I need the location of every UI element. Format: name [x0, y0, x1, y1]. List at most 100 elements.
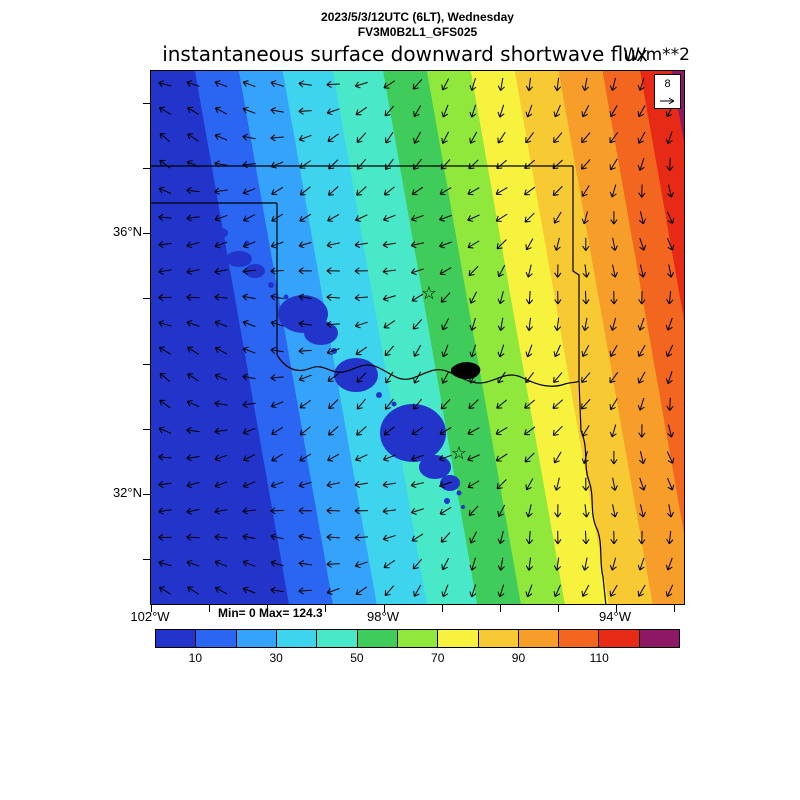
- wind-vector: [186, 507, 200, 515]
- wind-vector: [327, 373, 339, 382]
- colorbar-cell: [357, 630, 398, 647]
- wind-vector: [412, 158, 422, 170]
- wind-vector: [270, 134, 284, 142]
- wind-vector: [666, 238, 675, 251]
- wind-vector: [354, 507, 368, 515]
- wind-vector: [553, 132, 563, 144]
- wind-vector: [581, 185, 590, 197]
- colorbar-tick-label: 90: [511, 651, 526, 665]
- wind-vector: [382, 214, 396, 222]
- wind-vector: [159, 159, 171, 169]
- wind-vector: [242, 373, 256, 381]
- cloud-speckle: [210, 218, 216, 224]
- wind-vector: [554, 504, 562, 518]
- wind-vector: [355, 214, 368, 222]
- wind-vector: [467, 427, 480, 436]
- reference-vector-value: 8: [664, 78, 671, 90]
- wind-vector: [609, 344, 618, 357]
- station-star-icon: ☆: [421, 283, 437, 303]
- wind-vector: [441, 78, 450, 91]
- wind-vector: [638, 264, 646, 278]
- wind-vector: [525, 557, 533, 571]
- wind-vector: [270, 107, 284, 115]
- cloud-speckle: [268, 282, 274, 288]
- wind-vector: [214, 559, 228, 567]
- wind-vector: [214, 241, 228, 249]
- wind-vector: [354, 561, 368, 569]
- wind-vector: [326, 348, 340, 355]
- wind-vector: [413, 105, 422, 118]
- wind-vector: [186, 293, 200, 302]
- wind-vector: [242, 559, 256, 567]
- wind-vector: [638, 450, 646, 465]
- colorbar-cell: [276, 630, 318, 647]
- wind-vector: [299, 213, 312, 222]
- wind-vector: [214, 346, 228, 355]
- wind-vector: [187, 133, 199, 142]
- wind-vector: [582, 530, 590, 545]
- wind-vector: [637, 317, 645, 331]
- wind-vector: [581, 557, 589, 571]
- wind-vector: [552, 159, 563, 170]
- colorbar-cell: [397, 630, 439, 647]
- wind-vector: [159, 399, 171, 409]
- wind-vector: [439, 506, 452, 515]
- wind-vector: [553, 104, 561, 118]
- wind-vector: [441, 584, 449, 598]
- wind-vector: [638, 211, 646, 225]
- lat-tick: [143, 494, 150, 495]
- lat-tick: [143, 429, 150, 430]
- wind-vector: [523, 186, 536, 196]
- colorbar-tick-label: 50: [350, 651, 364, 665]
- wind-vector: [214, 320, 228, 328]
- wind-vector: [413, 584, 422, 597]
- lat-tick: [143, 364, 150, 365]
- colorbar-cell: [438, 630, 479, 647]
- wind-vector: [495, 453, 508, 462]
- wind-vector: [637, 105, 646, 118]
- wind-vector: [497, 317, 505, 331]
- wind-vector: [665, 371, 673, 385]
- wind-vector: [610, 264, 618, 278]
- wind-vector: [299, 426, 311, 436]
- cloud-speckle: [444, 498, 450, 504]
- wind-vector: [271, 426, 283, 436]
- wind-vector: [609, 158, 618, 171]
- wind-vector: [469, 584, 477, 598]
- colorbar-cell: [236, 630, 277, 647]
- wind-vector: [382, 480, 396, 489]
- reference-vector-box: 8: [654, 74, 681, 109]
- cloud-speckle: [391, 401, 397, 407]
- wind-vector: [524, 452, 535, 463]
- wind-vector: [525, 478, 534, 491]
- wind-vector: [581, 211, 589, 225]
- wind-vector: [467, 187, 480, 196]
- wind-vector: [553, 557, 562, 571]
- wind-vector: [186, 399, 200, 408]
- wind-vector: [582, 477, 590, 491]
- model-label: FV3M0B2L1_GFS025: [357, 25, 478, 39]
- wind-vector: [665, 344, 674, 358]
- colorbar-tick-label: 110: [589, 651, 609, 665]
- wind-vector: [609, 557, 617, 571]
- colorbar-cell: [518, 630, 560, 647]
- wind-vector: [299, 186, 311, 196]
- wind-vector: [496, 159, 507, 170]
- colorbar: [155, 629, 680, 648]
- wind-vector: [582, 504, 590, 518]
- state-border: [572, 166, 580, 381]
- wind-vector: [637, 397, 645, 411]
- wind-vector: [441, 104, 449, 118]
- station-star-icon: ☆: [451, 443, 467, 463]
- wind-vector: [187, 106, 199, 115]
- wind-vector: [382, 241, 396, 249]
- wind-vector: [554, 264, 562, 278]
- wind-vector: [525, 77, 533, 92]
- wind-vector: [214, 586, 228, 595]
- wind-vector: [298, 241, 312, 249]
- wind-vector: [638, 424, 646, 438]
- wind-vector: [665, 317, 673, 331]
- wind-vector: [609, 371, 619, 384]
- wind-vector: [214, 373, 228, 381]
- wind-vector: [214, 507, 228, 515]
